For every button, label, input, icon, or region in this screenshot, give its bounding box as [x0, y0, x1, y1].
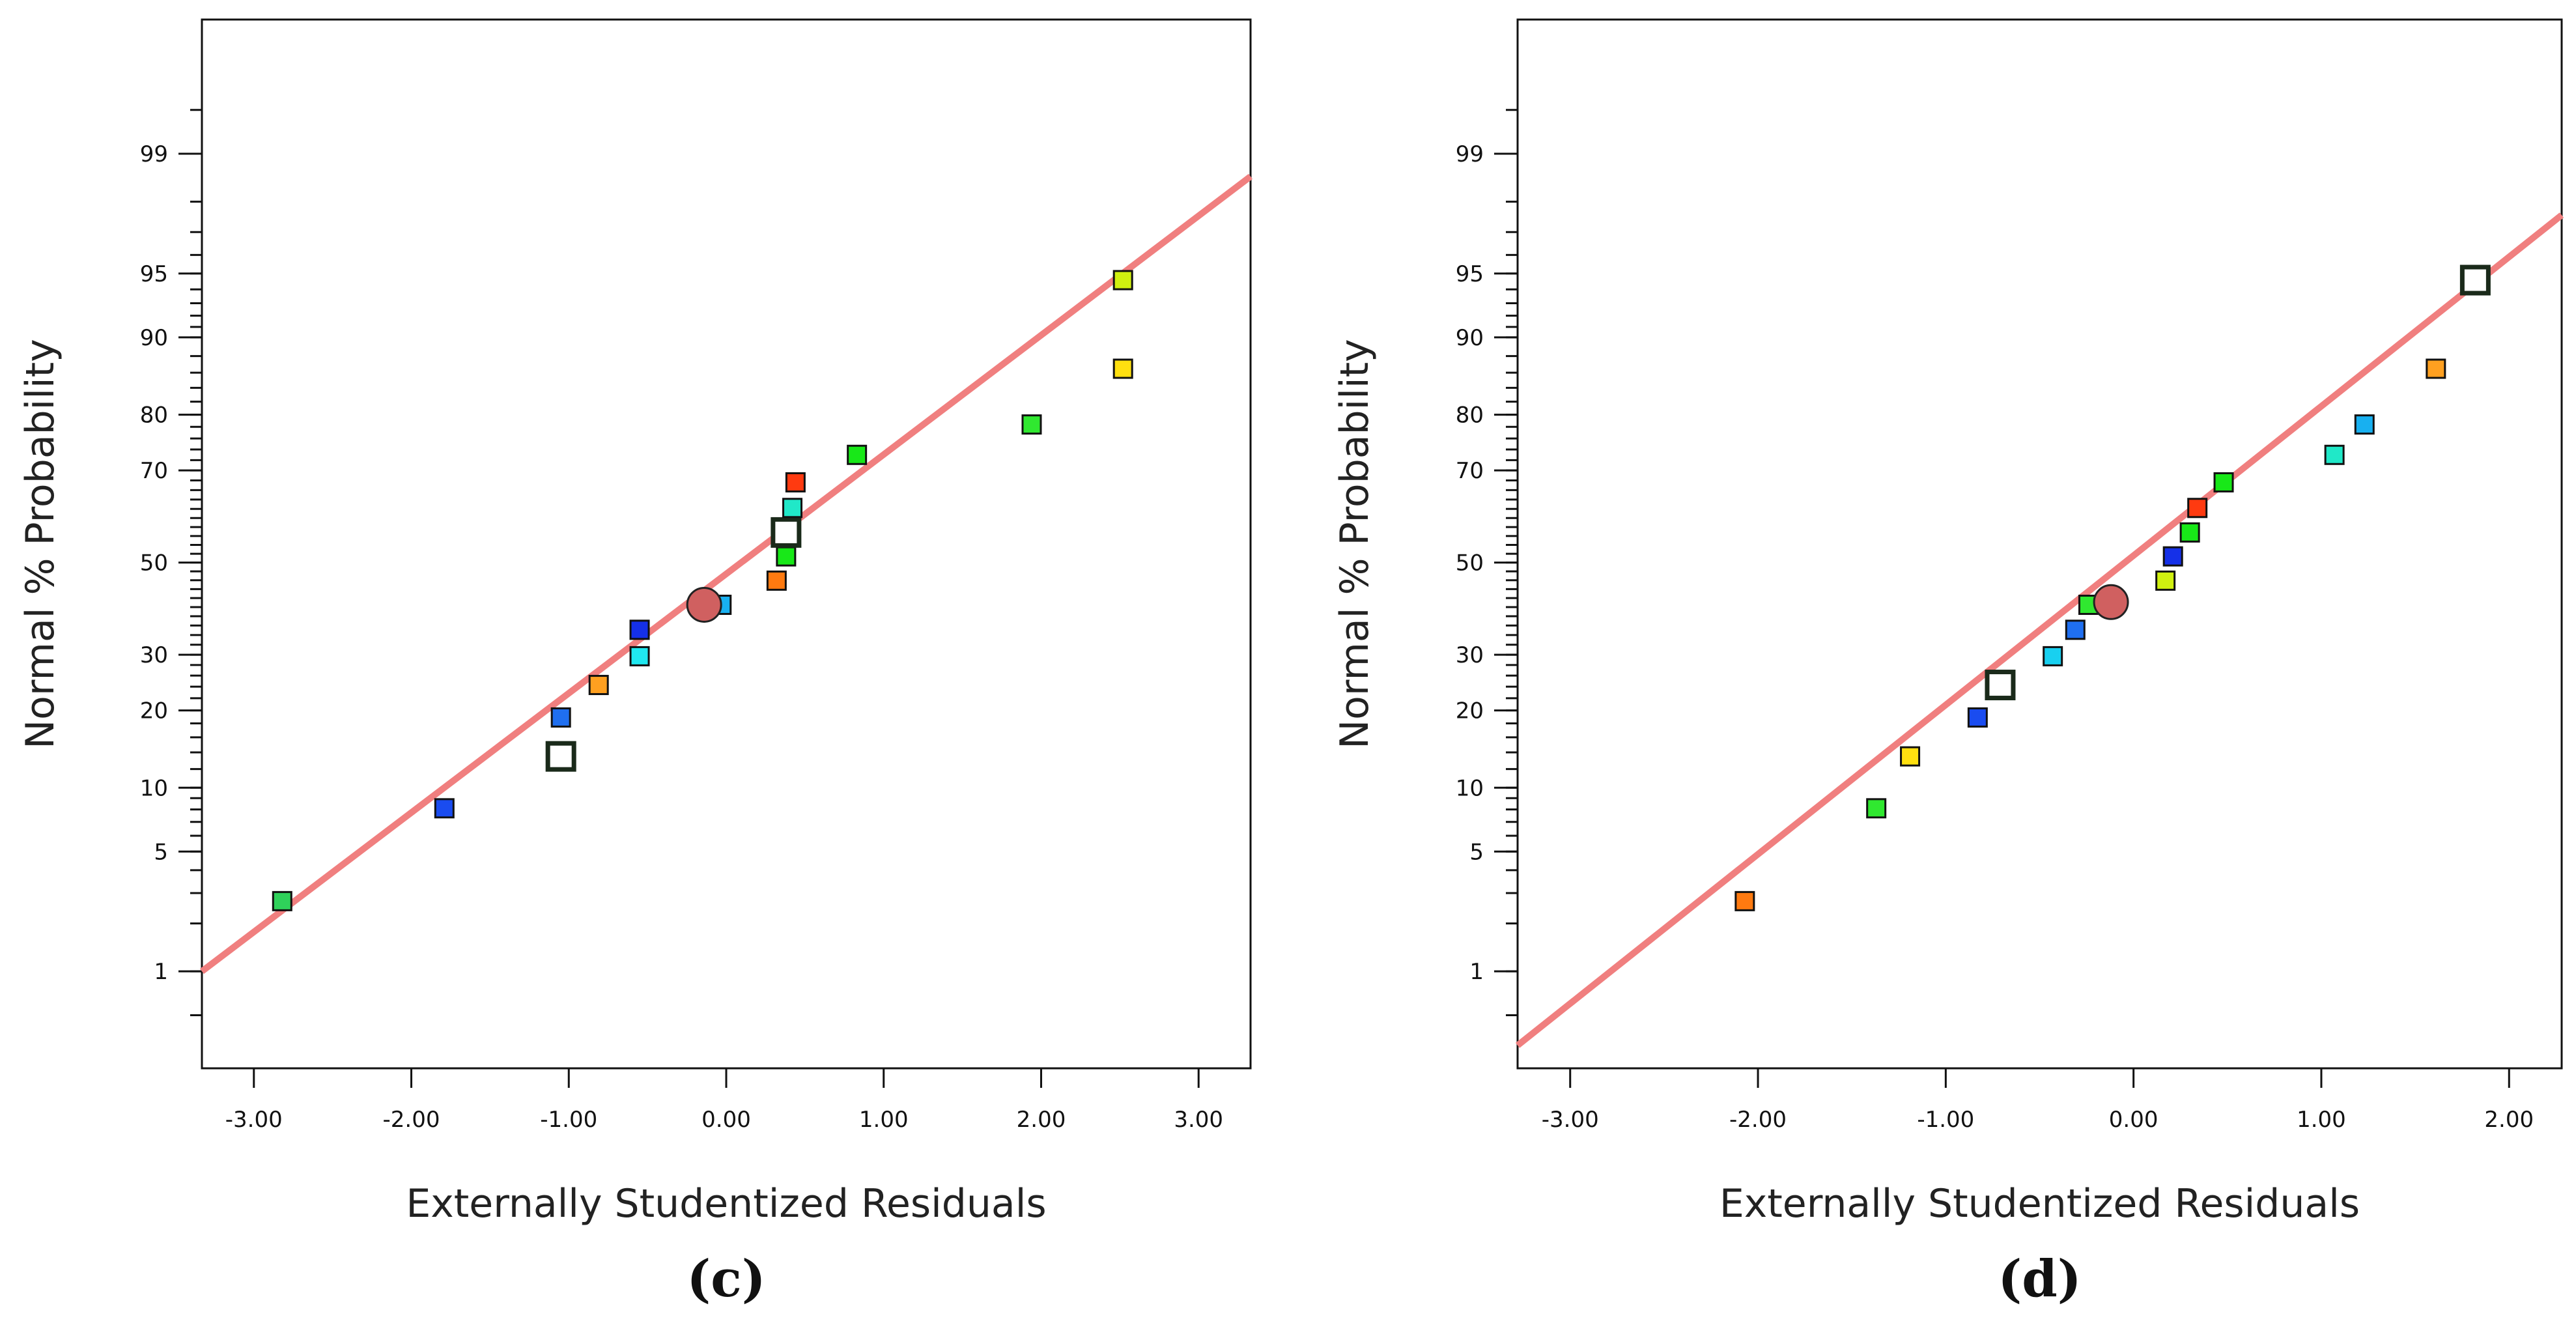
x-tick-label: -2.00 [1729, 1107, 1787, 1133]
y-tick-label: 10 [1456, 775, 1484, 801]
data-point [2162, 546, 2183, 567]
data-point [766, 570, 787, 591]
x-tick-label: 0.00 [701, 1107, 751, 1133]
reference-line-d [1515, 212, 2564, 1048]
data-points-d [1734, 264, 2491, 911]
data-point [785, 472, 806, 492]
y-tick-label: 20 [140, 698, 168, 724]
panel-label-c: (c) [686, 1249, 765, 1309]
x-tick-label: 1.00 [2297, 1107, 2346, 1133]
x-tick-label: -1.00 [1917, 1107, 1974, 1133]
data-point [434, 798, 455, 819]
panel-label-d: (d) [1998, 1249, 2081, 1309]
x-tick-label: -2.00 [383, 1107, 440, 1133]
x-tick-label: 0.00 [2109, 1107, 2158, 1133]
data-point [2187, 498, 2208, 519]
y-axis-ticks-c: 1 5 10 20 30 50 70 80 90 95 99 [140, 109, 202, 1016]
y-tick-label: 99 [1456, 141, 1484, 167]
x-tick-label: -3.00 [1542, 1107, 1599, 1133]
data-point [2324, 444, 2345, 465]
data-point [1866, 798, 1887, 819]
data-point [1112, 358, 1133, 379]
y-tick-label: 50 [140, 550, 168, 576]
y-tick-label: 80 [1456, 403, 1484, 429]
data-point [550, 707, 571, 728]
highlighted-point [686, 586, 722, 623]
data-point [782, 498, 803, 519]
data-point [1900, 746, 1921, 767]
x-axis-label-c: Externally Studentized Residuals [406, 1181, 1046, 1227]
data-point [1021, 414, 1042, 435]
y-tick-label: 90 [140, 325, 168, 351]
y-tick-label: 5 [1469, 839, 1484, 865]
panel-c: 1 5 10 20 30 50 70 80 90 95 99 -3.00 -2.00 -1.00 0.00… [18, 18, 1253, 1309]
y-tick-label: 5 [154, 839, 168, 865]
y-axis-ticks-d: 1 5 10 20 30 50 70 80 90 95 99 [1456, 109, 1518, 1016]
y-tick-label: 20 [1456, 698, 1484, 724]
highlighted-point [2093, 584, 2129, 620]
x-axis-ticks-c: -3.00 -2.00 -1.00 0.00 1.00 2.00 3.00 [225, 1068, 1223, 1133]
y-tick-label: 1 [154, 959, 168, 985]
y-tick-label: 70 [140, 458, 168, 484]
data-point [629, 619, 650, 640]
y-tick-label: 30 [1456, 642, 1484, 668]
y-axis-label-c: Normal % Probability [18, 339, 63, 748]
data-point [776, 546, 797, 567]
y-axis-label-d: Normal % Probability [1332, 339, 1378, 748]
x-tick-label: 3.00 [1174, 1107, 1223, 1133]
x-tick-label: -1.00 [540, 1107, 597, 1133]
x-tick-label: -3.00 [225, 1107, 283, 1133]
x-tick-label: 2.00 [1017, 1107, 1066, 1133]
y-tick-label: 1 [1469, 959, 1484, 985]
data-point-outlined [2459, 264, 2491, 296]
data-point [2065, 619, 2086, 640]
data-point [588, 675, 609, 696]
data-point [2426, 358, 2446, 379]
y-tick-label: 90 [1456, 325, 1484, 351]
y-tick-label: 95 [140, 261, 168, 287]
y-tick-label: 50 [1456, 550, 1484, 576]
data-point [2179, 522, 2200, 543]
data-point [629, 646, 650, 666]
data-point [2155, 570, 2176, 591]
data-point [847, 444, 868, 465]
y-tick-label: 95 [1456, 261, 1484, 287]
data-points-c [272, 270, 1133, 911]
panel-d: 1 5 10 20 30 50 70 80 90 95 99 -3.00 -2.00 -1.00 0.00… [1332, 18, 2564, 1309]
data-point-outlined [771, 517, 802, 548]
y-tick-label: 80 [140, 403, 168, 429]
data-point-outlined [545, 741, 576, 772]
data-point [1967, 707, 1988, 728]
x-axis-ticks-d: -3.00 -2.00 -1.00 0.00 1.00 2.00 [1542, 1068, 2534, 1133]
y-tick-label: 10 [140, 775, 168, 801]
x-axis-label-d: Externally Studentized Residuals [1720, 1181, 2360, 1227]
data-point [1112, 270, 1133, 291]
data-point [1734, 890, 1755, 911]
reference-line-c [199, 173, 1253, 974]
data-point [2354, 414, 2375, 435]
y-tick-label: 70 [1456, 458, 1484, 484]
data-point [2043, 646, 2063, 666]
y-tick-label: 30 [140, 642, 168, 668]
data-point [2213, 472, 2234, 492]
y-tick-label: 99 [140, 141, 168, 167]
data-point [272, 890, 292, 911]
x-tick-label: 2.00 [2484, 1107, 2534, 1133]
plot-frame-d [1516, 18, 2563, 1070]
data-point-outlined [1985, 670, 2016, 701]
x-tick-label: 1.00 [859, 1107, 909, 1133]
